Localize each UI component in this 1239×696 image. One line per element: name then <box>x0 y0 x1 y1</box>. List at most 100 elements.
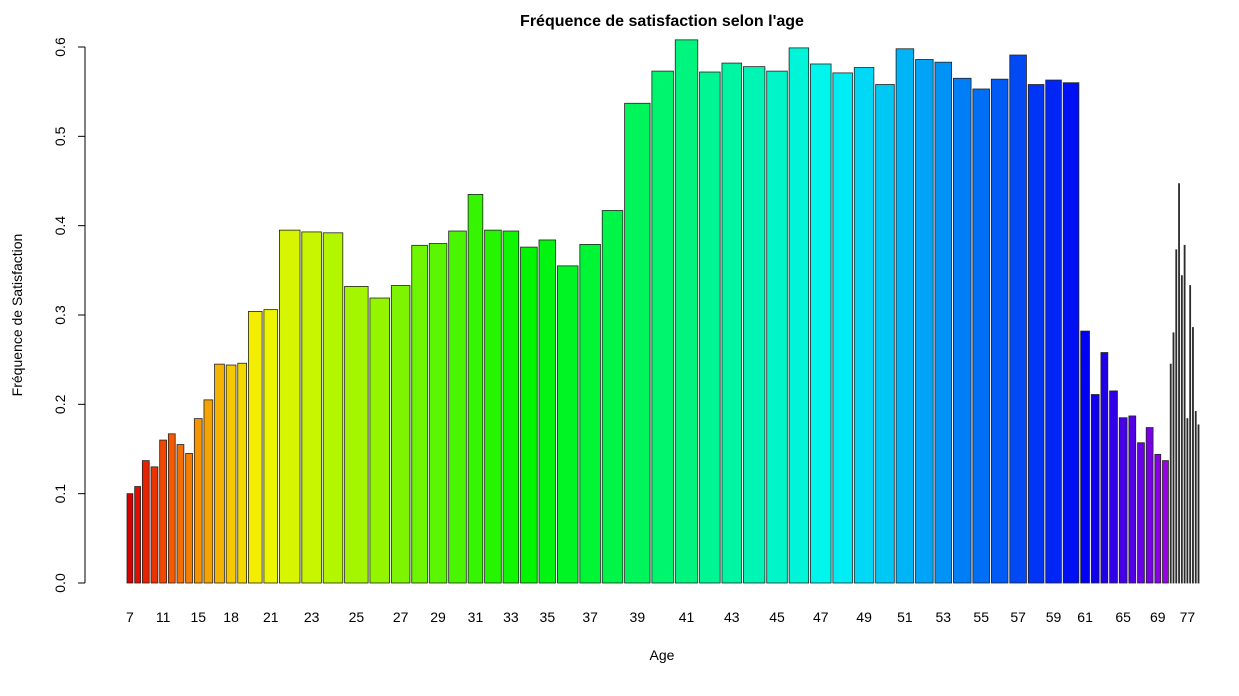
bar <box>1062 82 1080 584</box>
bar <box>1194 411 1197 584</box>
bar <box>301 231 322 584</box>
bar <box>1145 427 1154 584</box>
bar <box>237 362 247 584</box>
bar <box>990 78 1009 584</box>
y-tick-label: 0.2 <box>52 394 68 414</box>
bar <box>810 63 832 584</box>
bar <box>1175 249 1178 584</box>
y-tick-label: 0.1 <box>52 484 68 504</box>
bar <box>467 193 484 584</box>
bar <box>203 399 214 584</box>
bar <box>1045 79 1062 584</box>
bar <box>214 363 225 584</box>
chart-title: Fréquence de satisfaction selon l'age <box>520 13 804 30</box>
x-tick-label: 51 <box>897 609 913 625</box>
x-axis-label: Age <box>650 647 675 663</box>
bar <box>1186 418 1189 584</box>
bar <box>853 67 875 584</box>
bar <box>134 486 141 584</box>
bar <box>185 453 193 584</box>
bar <box>601 210 624 584</box>
bar <box>538 239 557 584</box>
bar <box>1154 453 1162 584</box>
bar <box>624 102 651 584</box>
x-tick-label: 11 <box>156 609 171 625</box>
x-tick-label: 18 <box>223 609 239 625</box>
bar <box>915 59 934 584</box>
bar <box>247 311 263 584</box>
x-tick-label: 43 <box>724 609 740 625</box>
bar <box>1180 275 1183 584</box>
x-tick-label: 53 <box>936 609 952 625</box>
x-tick-label: 23 <box>304 609 320 625</box>
bar <box>448 230 467 584</box>
bar <box>1162 460 1169 584</box>
bar <box>1137 442 1145 584</box>
bar <box>1183 244 1186 584</box>
x-tick-label: 21 <box>263 609 279 625</box>
bar <box>1100 352 1109 584</box>
x-tick-label: 65 <box>1115 609 1131 625</box>
bar <box>832 72 853 584</box>
bar <box>390 285 411 584</box>
bar <box>972 88 990 584</box>
bar <box>279 229 301 584</box>
y-tick-label: 0.5 <box>52 126 68 146</box>
bar <box>167 433 176 584</box>
bar <box>875 84 895 584</box>
bar <box>126 493 134 584</box>
x-tick-label: 7 <box>126 609 134 625</box>
bar <box>788 47 810 584</box>
x-tick-label: 59 <box>1046 609 1062 625</box>
bar <box>322 232 344 584</box>
y-tick-label: 0.6 <box>52 37 68 57</box>
bar <box>263 309 279 584</box>
bar <box>674 39 699 584</box>
y-tick-label: 0.0 <box>52 573 68 593</box>
bar <box>1080 330 1090 584</box>
bar <box>1118 417 1128 584</box>
bar <box>721 62 742 584</box>
bar <box>895 48 915 584</box>
bar <box>1189 285 1192 584</box>
x-tick-label: 39 <box>630 609 646 625</box>
bar <box>1192 327 1194 584</box>
x-tick-label: 41 <box>679 609 695 625</box>
y-axis-label: Fréquence de Satisfaction <box>9 234 25 397</box>
bar <box>651 70 674 584</box>
bar <box>1027 84 1045 584</box>
y-tick-label: 0.3 <box>52 305 68 325</box>
x-tick-label: 69 <box>1150 609 1166 625</box>
bar <box>1197 424 1200 584</box>
bar <box>411 244 428 584</box>
x-tick-label: 33 <box>503 609 519 625</box>
x-tick-label: 57 <box>1010 609 1026 625</box>
bar <box>579 244 601 584</box>
x-tick-label: 55 <box>973 609 989 625</box>
x-tick-label: 31 <box>468 609 484 625</box>
bar <box>502 230 520 584</box>
x-tick-label: 61 <box>1077 609 1093 625</box>
x-tick-label: 29 <box>430 609 446 625</box>
x-tick-label: 25 <box>349 609 365 625</box>
bar <box>1169 363 1172 584</box>
bar <box>557 265 579 584</box>
bar <box>484 229 502 584</box>
bar <box>953 77 972 584</box>
bar <box>150 466 159 584</box>
bar <box>1090 394 1100 584</box>
x-tick-label: 37 <box>582 609 598 625</box>
bar <box>934 61 953 584</box>
x-tick-label: 47 <box>813 609 829 625</box>
bar <box>176 444 185 584</box>
bar <box>159 439 167 584</box>
x-tick-label: 15 <box>190 609 206 625</box>
x-tick-label: 45 <box>769 609 785 625</box>
x-tick-label: 77 <box>1180 609 1196 625</box>
bar <box>1128 415 1137 584</box>
bar <box>428 243 448 584</box>
bar <box>520 246 538 584</box>
y-tick-label: 0.4 <box>52 216 68 236</box>
bar <box>1109 390 1118 584</box>
